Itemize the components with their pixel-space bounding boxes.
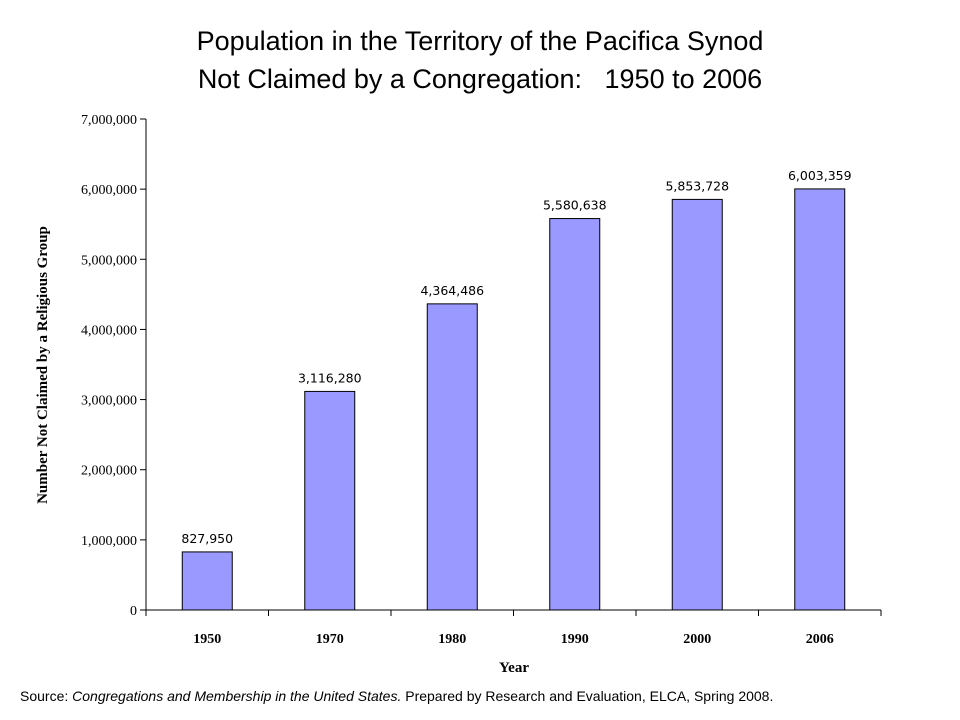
x-tick-label: 1950 [193, 632, 221, 647]
bars [181, 188, 846, 611]
y-tick-label: 3,000,000 [81, 394, 137, 409]
bar [304, 390, 356, 611]
y-tick-label: 4,000,000 [81, 323, 137, 338]
bar [671, 198, 723, 611]
data-label: 3,116,280 [298, 370, 362, 385]
y-tick-label: 0 [130, 604, 137, 619]
bar [794, 188, 846, 611]
x-tick-label: 1970 [316, 632, 344, 647]
data-label: 5,580,638 [543, 198, 607, 213]
x-tick-label: 2000 [683, 632, 711, 647]
y-tick-label: 7,000,000 [81, 113, 137, 128]
chart-title-line-1: Population in the Territory of the Pacif… [196, 26, 764, 56]
data-label: 4,364,486 [420, 283, 484, 298]
y-axis-ticks: 0 1,000,000 2,000,000 3,000,000 4,000,000 5,0… [81, 113, 146, 619]
x-axis-title: Year [499, 660, 529, 676]
x-axis-ticks: 1950 1970 1980 1990 2000 2006 [145, 610, 882, 647]
source-title: Congregations and Membership in the Unit… [72, 688, 402, 704]
y-tick-label: 1,000,000 [81, 534, 137, 549]
x-tick-label: 2006 [806, 632, 834, 647]
source-suffix: Prepared by Research and Evaluation, ELC… [401, 688, 774, 704]
y-tick-label: 6,000,000 [81, 183, 137, 198]
x-tick-label: 1980 [438, 632, 466, 647]
y-axis-title: Number Not Claimed by a Religious Group [35, 226, 51, 504]
source-note: Source: Congregations and Membership in … [20, 688, 950, 704]
data-label: 6,003,359 [788, 168, 852, 183]
chart-title-line-2: Not Claimed by a Congregation: 1950 to 2… [197, 64, 763, 94]
y-tick-label: 2,000,000 [81, 464, 137, 479]
data-label: 5,853,728 [665, 178, 729, 193]
bar [549, 218, 601, 611]
bar [426, 303, 478, 611]
source-prefix: Source: [20, 688, 73, 704]
axes [145, 119, 881, 611]
bar [181, 551, 233, 611]
y-tick-label: 5,000,000 [81, 253, 137, 268]
chart-title: Population in the Territory of the Pacif… [0, 22, 960, 98]
x-tick-label: 1990 [561, 632, 589, 647]
data-labels: 827,950 3,116,280 4,364,486 5,580,638 5,853,… [181, 168, 851, 546]
data-label: 827,950 [181, 531, 233, 546]
